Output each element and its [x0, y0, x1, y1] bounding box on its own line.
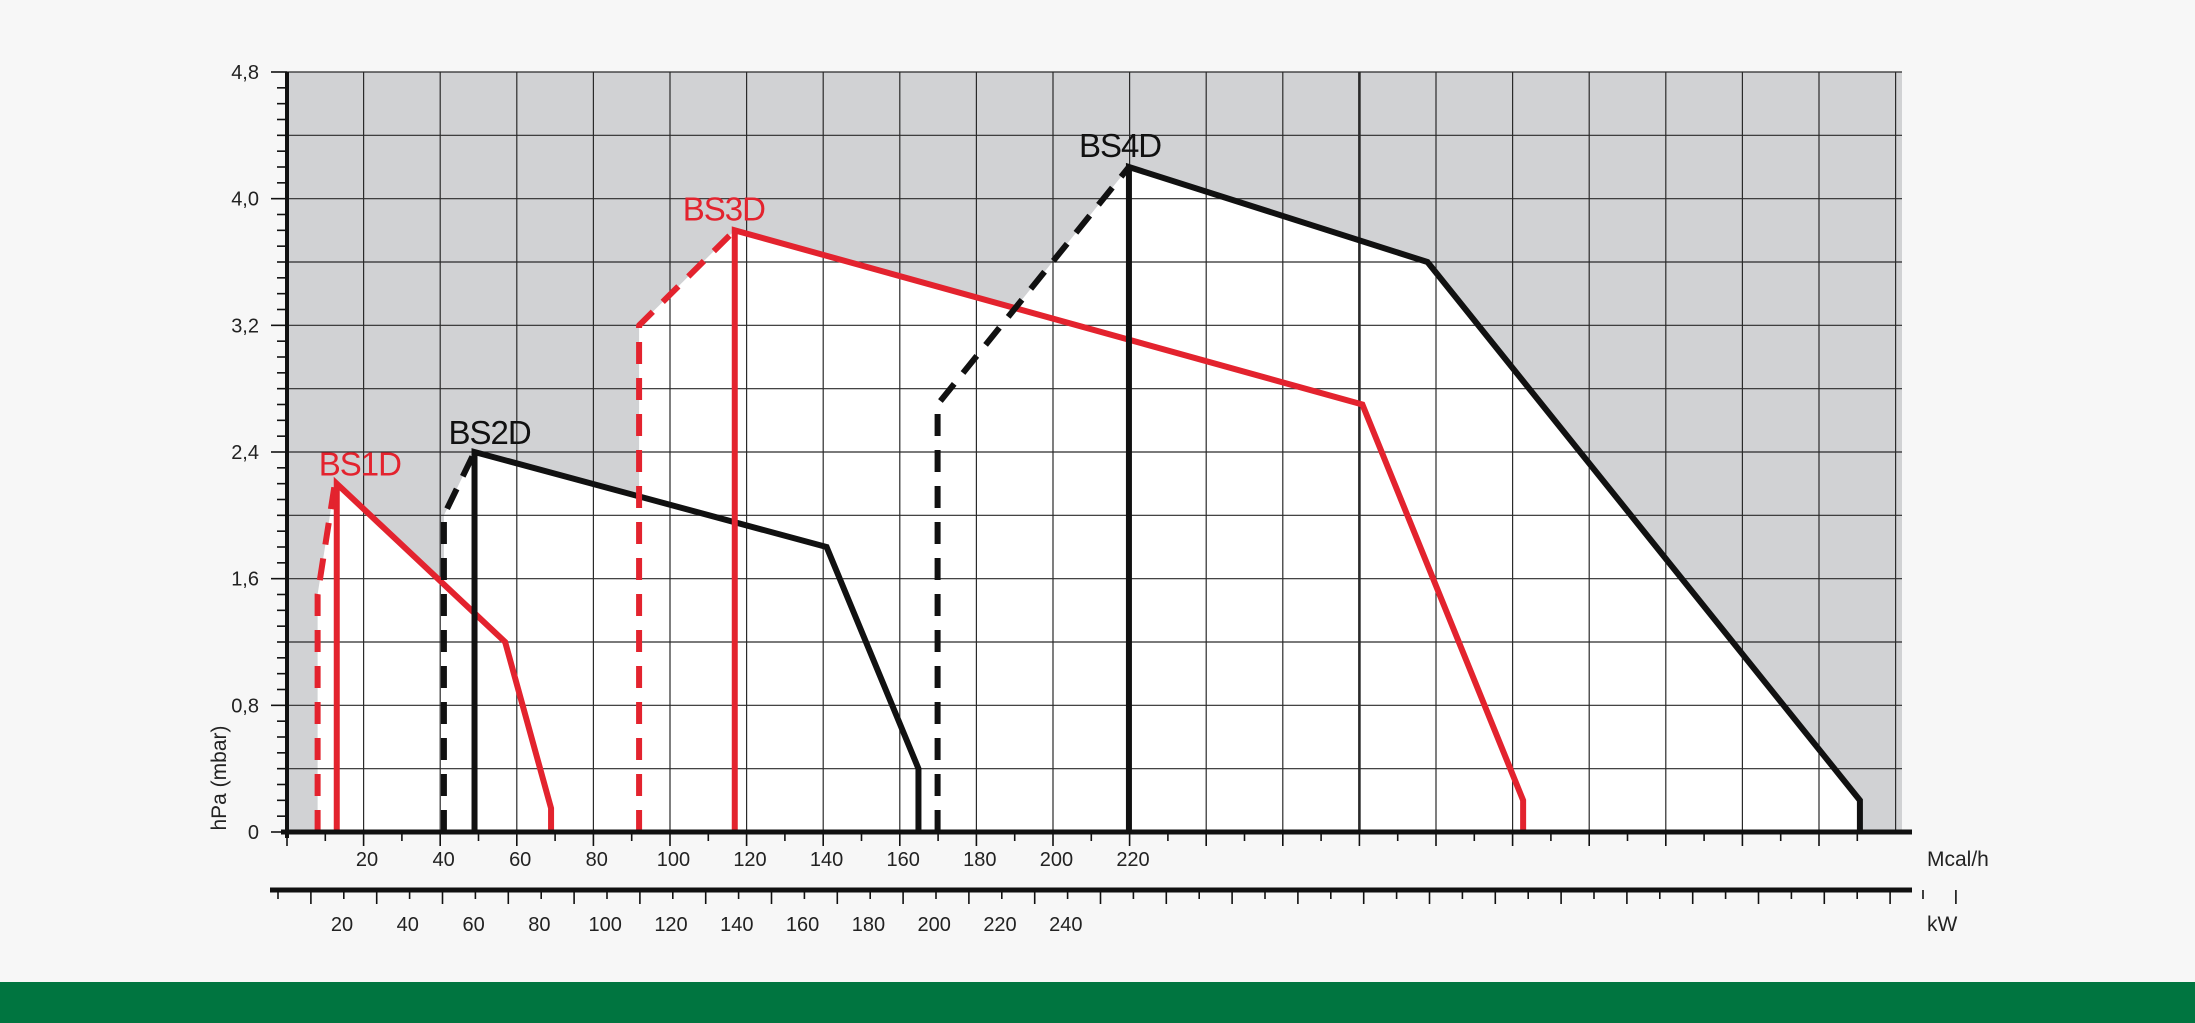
x-kw-tick-label: 120	[654, 914, 687, 936]
series-bs1d-min-line	[314, 483, 338, 832]
series-bs3d-max-line	[731, 226, 1527, 832]
series-bs2d-max-line	[471, 448, 922, 832]
x-mcal-tick-label: 40	[432, 849, 454, 871]
y-tick-label: 0,8	[231, 695, 259, 717]
x-kw-tick-label: 160	[786, 914, 819, 936]
x-kw-tick-label: 200	[918, 914, 951, 936]
y-tick-label: 3,2	[231, 315, 259, 337]
x-mcal-tick-label: 120	[733, 849, 766, 871]
y-axis-title: hPa (mbar)	[208, 725, 231, 830]
x-mcal-tick-label: 200	[1040, 849, 1073, 871]
x-kw-tick-label: 140	[720, 914, 753, 936]
x-kw-tick-label: 100	[589, 914, 622, 936]
series-bs4d-max-line	[1125, 162, 1863, 832]
x-mcal-tick-label: 20	[356, 849, 378, 871]
series-bs3d-min-line	[636, 228, 737, 832]
series-label-bs3d: BS3D	[683, 190, 765, 227]
x-mcal-tick-label: 140	[810, 849, 843, 871]
y-tick-label: 2,4	[231, 442, 259, 464]
series-label-bs4d: BS4D	[1079, 127, 1161, 164]
x-kw-unit: kW	[1927, 913, 1958, 936]
series-label-bs1d: BS1D	[319, 446, 401, 483]
y-tick-label: 4,8	[231, 62, 259, 84]
x-kw-tick-label: 180	[852, 914, 885, 936]
series-bs1d-max-line	[333, 476, 555, 832]
labels: 0 0,8 1,6 2,4 3,2 4,0 4,8 hPa (mbar) 20 40 60 80 100…	[208, 62, 1989, 936]
x-mcal-tick-label: 60	[509, 849, 531, 871]
x-kw-tick-label: 60	[462, 914, 484, 936]
series-bs2d-min-line	[440, 450, 478, 832]
x-mcal-tick-label: 100	[657, 849, 690, 871]
x-kw-tick-label: 220	[983, 914, 1016, 936]
x-kw-tick-label: 40	[397, 914, 419, 936]
series-bs4d-min-line	[934, 165, 1132, 832]
axes	[270, 71, 1957, 904]
x-kw-tick-label: 80	[528, 914, 550, 936]
x-mcal-tick-label: 80	[586, 849, 608, 871]
x-mcal-unit: Mcal/h	[1927, 848, 1989, 871]
x-kw-tick-label: 240	[1049, 914, 1082, 936]
x-mcal-tick-label: 220	[1116, 849, 1149, 871]
series-label-bs2d: BS2D	[449, 414, 531, 451]
x-mcal-tick-label: 160	[887, 849, 920, 871]
grid-lines	[286, 71, 1902, 833]
y-tick-label: 4,0	[231, 189, 259, 211]
y-tick-label: 0	[248, 822, 259, 844]
footer-bar	[0, 982, 2195, 1023]
x-mcal-tick-label: 180	[963, 849, 996, 871]
x-kw-tick-label: 20	[331, 914, 353, 936]
y-tick-label: 1,6	[231, 569, 259, 591]
